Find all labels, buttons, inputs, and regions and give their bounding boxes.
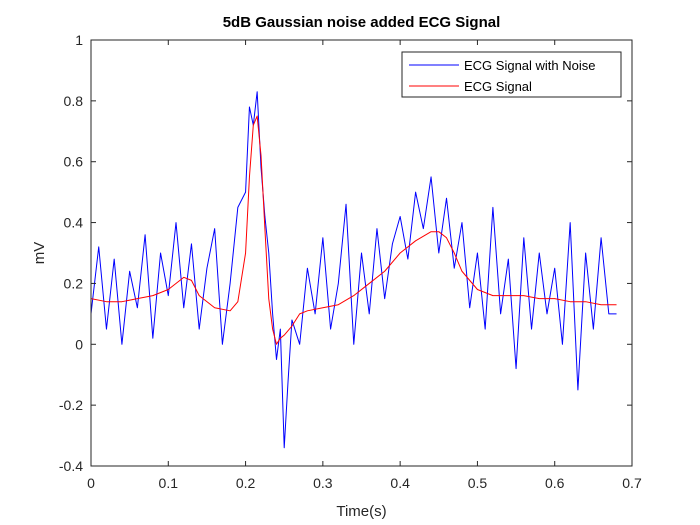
- x-tick-label: 0.7: [622, 475, 642, 491]
- ticks-layer: 0 0.1 0.2 0.3 0.4 0.5 0.6 0.7 -0.4 -0.2 0 0.2 0.4 0.6…: [59, 32, 642, 491]
- x-tick-label: 0.4: [390, 475, 410, 491]
- y-axis-label: mV: [31, 242, 48, 265]
- plot-frame: [90, 39, 633, 467]
- x-tick-label: 0.1: [159, 475, 179, 491]
- legend-box: [401, 51, 622, 98]
- y-tick-label: -0.4: [59, 458, 83, 474]
- y-tick-label: 0: [75, 336, 83, 352]
- x-tick-label: 0.5: [468, 475, 488, 491]
- legend-label-clean: ECG Signal: [464, 79, 532, 94]
- y-tick-label: 0.6: [64, 154, 84, 170]
- y-tick-label: 1: [75, 32, 83, 48]
- x-tick-label: 0.6: [545, 475, 565, 491]
- y-tick-label: 0.2: [64, 275, 84, 291]
- y-tick-label: -0.2: [59, 397, 83, 413]
- legend-label-noisy: ECG Signal with Noise: [464, 58, 596, 73]
- x-axis-label: Time(s): [336, 503, 386, 520]
- y-tick-label: 0.8: [64, 93, 84, 109]
- x-tick-label: 0: [87, 475, 95, 491]
- x-tick-label: 0.3: [313, 475, 333, 491]
- series-line-clean-ecg: [90, 115, 617, 345]
- series-layer: [90, 91, 617, 449]
- series-line-noisy-ecg: [90, 91, 617, 449]
- chart-title: 5dB Gaussian noise added ECG Signal: [223, 14, 501, 31]
- legend: ECG Signal with Noise ECG Signal: [401, 51, 622, 98]
- x-tick-label: 0.2: [236, 475, 256, 491]
- y-tick-label: 0.4: [64, 215, 84, 231]
